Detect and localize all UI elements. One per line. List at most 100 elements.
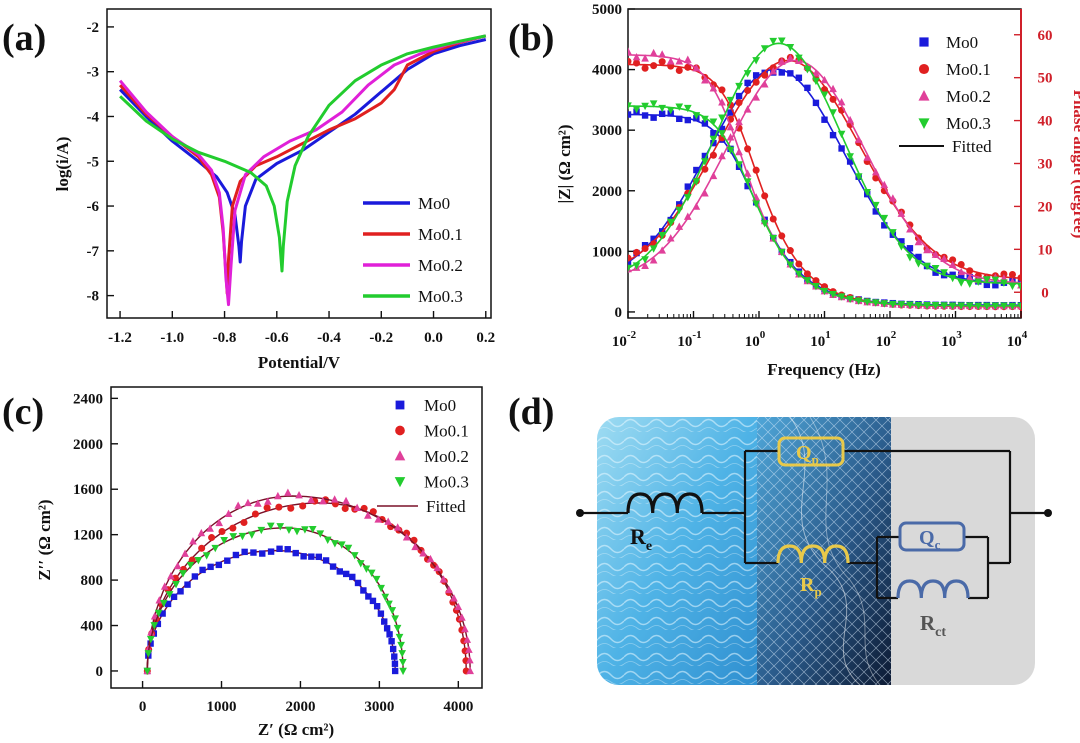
nyquist-point-mo0-2	[450, 594, 458, 602]
chart-c: 0 1000 2000 3000 4000 0 400 800 1200 1600 2000 240…	[35, 386, 483, 739]
nyquist-point-mo0-2	[319, 496, 327, 505]
nyquist-point-mo0	[191, 573, 199, 580]
bode-phase-point-mo0-3	[931, 265, 940, 273]
x-tick-label: 102	[876, 329, 897, 350]
bode-modulus-point-mo0-3	[777, 248, 786, 257]
bode-modulus-point-mo0-3	[760, 220, 769, 228]
x-tick-exponent: 4	[1022, 329, 1028, 341]
y-right-tick-label: 40	[1038, 114, 1053, 130]
nyquist-point-mo0-2	[167, 571, 175, 580]
x-tick-label: 10-2	[612, 329, 637, 350]
bode-phase-point-mo0-2	[760, 80, 769, 88]
nyquist-point-mo0-3	[179, 570, 187, 578]
x-tick-label: -0.6	[265, 330, 289, 346]
nyquist-point-mo0-2	[307, 495, 315, 504]
bode-modulus-point-mo0-3	[1008, 302, 1017, 311]
bode-phase-point-mo0-2	[628, 264, 632, 273]
bode-modulus-point-mo0-3	[906, 301, 914, 309]
nyquist-point-mo0	[159, 610, 166, 617]
x-tick-base: 10	[810, 334, 825, 350]
bode-modulus-point-mo0	[684, 116, 692, 124]
bode-phase-point-mo0	[992, 282, 999, 289]
y-tick-label: 800	[81, 573, 104, 589]
bode-phase-point-mo0-1	[633, 248, 641, 256]
legend-marker-0	[919, 37, 929, 47]
bode-phase-point-mo0-1	[761, 71, 769, 79]
bode-phase-point-mo0-3	[666, 218, 675, 227]
bode-phase-point-mo0-2	[948, 260, 957, 268]
nyquist-point-mo0	[381, 618, 388, 625]
y-right-tick-label: 60	[1038, 28, 1053, 44]
nyquist-point-mo0-2	[465, 655, 474, 664]
legend-label-2: Mo0.2	[946, 87, 991, 106]
bode-modulus-point-mo0	[710, 129, 717, 137]
bode-modulus-point-mo0-2	[743, 169, 752, 177]
bode-phase-point-mo0-3	[897, 243, 906, 251]
bode-phase-point-mo0-3	[854, 173, 863, 181]
x-tick-label: 2000	[285, 699, 315, 715]
bode-modulus-point-mo0-3	[632, 106, 641, 114]
nyquist-point-mo0	[154, 620, 162, 628]
bode-phase-point-mo0-1	[744, 86, 752, 95]
label-rp: Rp	[800, 574, 822, 599]
bode-phase-point-mo0-3	[889, 229, 897, 237]
nyquist-point-mo0-2	[295, 491, 303, 499]
circuit-diagram: Re Qp Rp Qc Rct	[576, 417, 1052, 685]
nyquist-point-mo0-2	[147, 628, 155, 636]
chart-a-x-ticks: -1.2 -1.0 -0.8 -0.6 -0.4 -0.2 0.0 0.2	[108, 311, 495, 346]
nyquist-point-mo0	[349, 573, 356, 581]
bode-phase-point-mo0-1	[949, 256, 957, 264]
nyquist-point-mo0-3	[165, 591, 174, 599]
chart-b-y-ticks-right: 0 10 20 30 40 50 60	[1014, 28, 1053, 301]
bode-phase-point-mo0-1	[701, 165, 709, 173]
bode-phase-point-mo0	[898, 238, 905, 245]
bode-modulus-point-mo0-1	[795, 260, 803, 268]
nyquist-point-mo0-3	[323, 536, 332, 544]
bode-phase-point-mo0-3	[820, 91, 829, 99]
y-tick-label: 2000	[592, 184, 622, 200]
bode-modulus-point-mo0-3	[709, 118, 718, 126]
bode-modulus-point-mo0-2	[666, 57, 675, 65]
bode-phase-point-mo0-2	[726, 133, 735, 141]
bode-modulus-point-mo0-1	[684, 63, 692, 71]
legend-label-1: Mo0.1	[946, 60, 991, 79]
bode-phase-point-mo0-3	[1000, 279, 1008, 287]
bode-phase-point-mo0-3	[982, 276, 991, 284]
bode-modulus-point-mo0-2	[701, 76, 709, 84]
terminal-right	[1044, 509, 1052, 517]
nyquist-point-mo0-3	[385, 600, 393, 609]
nyquist-point-mo0	[343, 570, 350, 578]
nyquist-point-mo0-3	[344, 544, 353, 553]
nyquist-point-mo0-3	[372, 575, 381, 584]
legend-label-0: Mo0	[418, 194, 450, 213]
bode-phase-point-mo0-1	[966, 267, 974, 275]
nyquist-point-mo0-1	[369, 508, 377, 516]
bode-phase-point-mo0	[983, 281, 991, 289]
circuit-wires	[580, 449, 1048, 600]
nyquist-point-mo0-1	[188, 556, 196, 564]
y-tick-label: 5000	[592, 2, 622, 18]
bode-modulus-point-mo0-3	[786, 261, 795, 269]
x-tick-exponent: -2	[627, 329, 637, 341]
bode-phase-point-mo0-3	[991, 276, 1000, 284]
bode-modulus-point-mo0-3	[726, 146, 735, 155]
bode-phase-point-mo0-2	[752, 93, 760, 101]
nyquist-point-mo0-3	[308, 525, 317, 534]
bode-modulus-point-mo0-3	[701, 115, 709, 124]
bode-modulus-point-mo0	[641, 112, 649, 119]
bode-phase-point-mo0	[838, 145, 845, 152]
nyquist-point-mo0-1	[240, 518, 248, 527]
nyquist-point-mo0	[147, 640, 154, 647]
y-tick-label: -2	[87, 20, 100, 36]
bode-modulus-point-mo0-3	[863, 298, 872, 306]
legend-label-1: Mo0.1	[424, 422, 469, 441]
y-tick-label: 4000	[592, 63, 622, 79]
bode-phase-point-mo0-2	[871, 168, 880, 176]
bode-phase-point-mo0	[787, 70, 794, 77]
bode-phase-point-mo0-3	[649, 245, 658, 253]
nyquist-point-mo0-2	[454, 602, 463, 611]
bode-phase-point-mo0-3	[948, 274, 957, 283]
nyquist-point-mo0	[391, 660, 399, 667]
bode-modulus-point-mo0-3	[820, 287, 829, 296]
nyquist-point-mo0	[177, 588, 184, 595]
